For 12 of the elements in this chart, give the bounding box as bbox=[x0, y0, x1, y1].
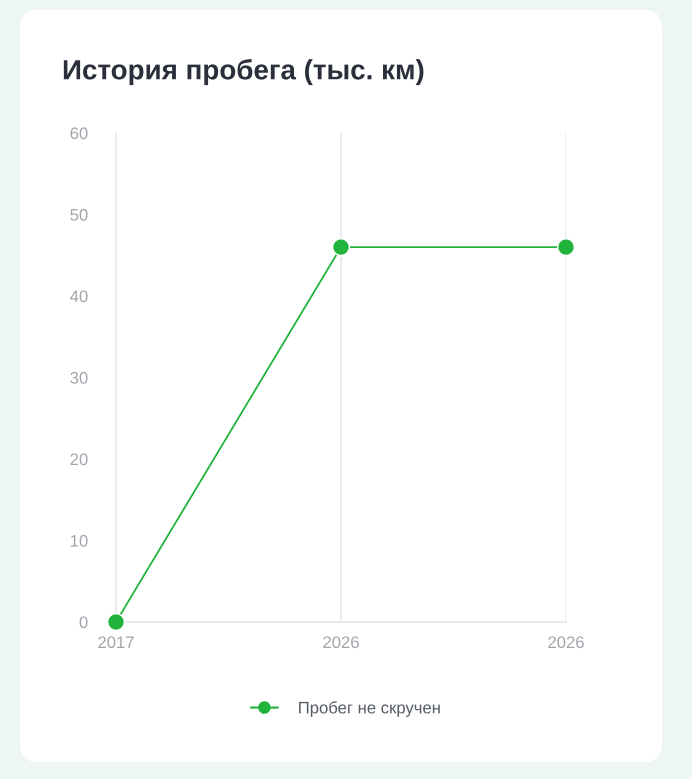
x-tick-label: 2017 bbox=[98, 636, 134, 648]
y-tick-label: 30 bbox=[70, 372, 88, 384]
y-tick-label: 20 bbox=[70, 453, 88, 466]
legend-label: Пробег не скручен bbox=[299, 701, 440, 717]
x-tick-label: 2026 bbox=[548, 636, 584, 648]
y-tick-label: 50 bbox=[70, 208, 88, 221]
chart-title: История пробега (тыс. км) bbox=[64, 58, 424, 86]
y-tick-label: 60 bbox=[70, 127, 88, 140]
y-tick-label: 0 bbox=[80, 616, 88, 628]
x-tick-label: 2026 bbox=[323, 636, 359, 648]
y-tick-label: 10 bbox=[70, 534, 88, 547]
y-tick-label: 40 bbox=[70, 290, 88, 302]
